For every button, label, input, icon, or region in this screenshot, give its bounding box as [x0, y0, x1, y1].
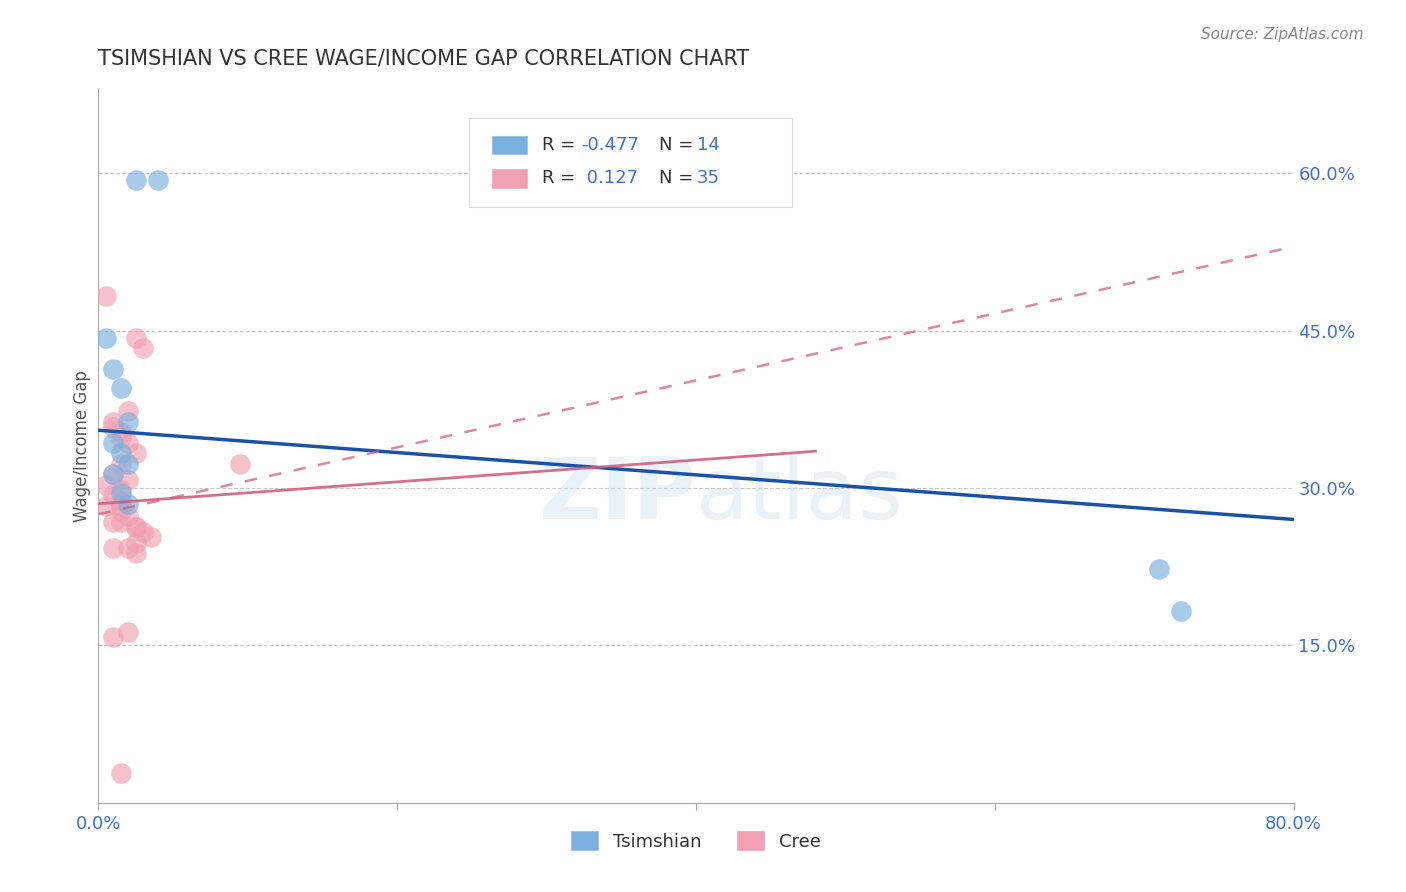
Point — [139, 530, 162, 544]
Point — [103, 467, 125, 482]
Point — [125, 520, 148, 534]
Text: N =: N = — [659, 136, 699, 153]
Text: -0.477: -0.477 — [581, 136, 640, 153]
Point — [117, 435, 139, 450]
Point — [117, 509, 139, 524]
Point — [103, 467, 125, 482]
Point — [103, 420, 125, 434]
Point — [117, 473, 139, 487]
Y-axis label: Wage/Income Gap: Wage/Income Gap — [73, 370, 91, 522]
Point — [125, 546, 148, 560]
Point — [103, 541, 125, 555]
Point — [110, 499, 132, 513]
Point — [110, 766, 132, 780]
Text: R =: R = — [541, 169, 581, 187]
Text: atlas: atlas — [696, 454, 904, 538]
Point — [132, 342, 155, 356]
Point — [1147, 562, 1170, 576]
Point — [103, 488, 125, 502]
Point — [132, 524, 155, 539]
Point — [103, 515, 125, 529]
Bar — [492, 169, 527, 187]
Text: N =: N = — [659, 169, 699, 187]
Point — [110, 515, 132, 529]
Point — [117, 541, 139, 555]
Point — [110, 457, 132, 471]
Point — [117, 415, 139, 429]
Point — [117, 624, 139, 639]
Point — [110, 486, 132, 500]
Point — [110, 431, 132, 445]
Point — [110, 504, 132, 518]
Point — [94, 499, 117, 513]
Point — [117, 404, 139, 418]
Text: 14: 14 — [697, 136, 720, 153]
Point — [103, 415, 125, 429]
Point — [94, 331, 117, 345]
Legend: Tsimshian, Cree: Tsimshian, Cree — [564, 824, 828, 858]
Text: Source: ZipAtlas.com: Source: ZipAtlas.com — [1201, 27, 1364, 42]
Point — [103, 362, 125, 376]
Point — [148, 173, 170, 187]
Point — [110, 483, 132, 497]
Point — [103, 630, 125, 644]
Text: ZIP: ZIP — [538, 454, 696, 538]
Point — [229, 457, 252, 471]
Text: 35: 35 — [697, 169, 720, 187]
Point — [125, 535, 148, 549]
Point — [110, 381, 132, 395]
Text: R =: R = — [541, 136, 581, 153]
Point — [110, 425, 132, 440]
Text: 0.127: 0.127 — [581, 169, 638, 187]
Point — [1170, 604, 1192, 618]
Point — [110, 446, 132, 460]
Point — [125, 446, 148, 460]
Point — [125, 331, 148, 345]
Point — [117, 457, 139, 471]
Point — [103, 435, 125, 450]
Point — [125, 173, 148, 187]
Point — [94, 289, 117, 303]
Bar — [492, 136, 527, 154]
Point — [110, 493, 132, 508]
FancyBboxPatch shape — [470, 118, 792, 207]
Point — [125, 520, 148, 534]
Text: TSIMSHIAN VS CREE WAGE/INCOME GAP CORRELATION CHART: TSIMSHIAN VS CREE WAGE/INCOME GAP CORREL… — [98, 48, 749, 68]
Point — [117, 497, 139, 511]
Point — [94, 478, 117, 492]
